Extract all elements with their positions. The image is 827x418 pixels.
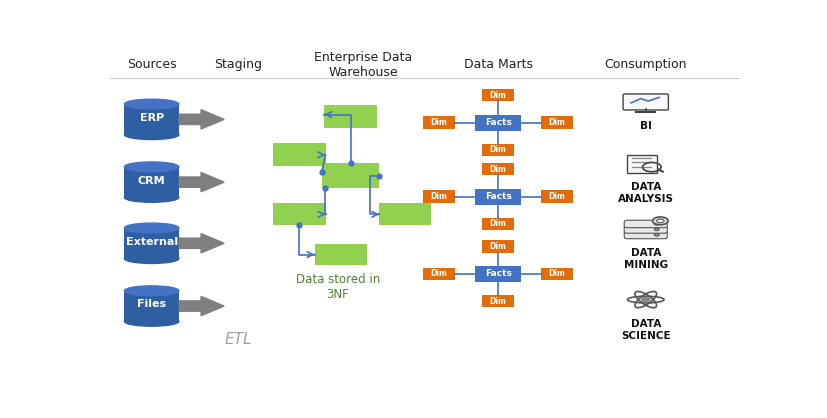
- Text: Dim: Dim: [430, 118, 447, 127]
- FancyBboxPatch shape: [624, 220, 667, 228]
- Text: Dim: Dim: [489, 242, 506, 251]
- Circle shape: [641, 297, 649, 302]
- Text: Consumption: Consumption: [604, 58, 686, 71]
- Text: Facts: Facts: [484, 269, 511, 278]
- Text: Enterprise Data
Warehouse: Enterprise Data Warehouse: [314, 51, 412, 79]
- Ellipse shape: [124, 223, 179, 233]
- Text: Dim: Dim: [489, 297, 506, 306]
- Text: CRM: CRM: [137, 176, 165, 186]
- FancyBboxPatch shape: [624, 226, 667, 233]
- Polygon shape: [179, 296, 224, 316]
- Text: ETL: ETL: [224, 332, 251, 347]
- Bar: [423, 117, 455, 129]
- Text: External: External: [126, 237, 178, 247]
- Ellipse shape: [124, 193, 179, 202]
- Text: Data Marts: Data Marts: [463, 58, 532, 71]
- Bar: [324, 104, 376, 128]
- Text: Dim: Dim: [548, 118, 565, 127]
- Ellipse shape: [124, 162, 179, 172]
- Text: Data stored in
3NF: Data stored in 3NF: [295, 273, 380, 301]
- Text: Dim: Dim: [489, 165, 506, 174]
- Text: Facts: Facts: [484, 118, 511, 127]
- Text: Staging: Staging: [214, 58, 262, 71]
- Ellipse shape: [124, 254, 179, 263]
- Bar: [322, 163, 379, 188]
- Polygon shape: [179, 173, 224, 192]
- Bar: [481, 240, 514, 252]
- Ellipse shape: [124, 99, 179, 109]
- Text: Dim: Dim: [489, 145, 506, 154]
- Bar: [541, 268, 572, 280]
- Bar: [481, 295, 514, 307]
- Bar: [379, 204, 430, 225]
- Bar: [481, 163, 514, 176]
- Bar: [124, 104, 179, 135]
- Bar: [541, 191, 572, 203]
- Circle shape: [653, 234, 658, 236]
- Circle shape: [653, 228, 658, 231]
- FancyBboxPatch shape: [623, 94, 667, 110]
- Bar: [273, 204, 325, 225]
- Text: BI: BI: [639, 121, 651, 131]
- Bar: [314, 244, 367, 265]
- Bar: [423, 191, 455, 203]
- Text: Dim: Dim: [489, 91, 506, 100]
- Ellipse shape: [124, 286, 179, 296]
- Text: Dim: Dim: [548, 192, 565, 201]
- Bar: [423, 268, 455, 280]
- Circle shape: [656, 219, 663, 223]
- Bar: [273, 143, 325, 166]
- Bar: [124, 291, 179, 321]
- Text: Sources: Sources: [127, 58, 176, 71]
- Polygon shape: [179, 110, 224, 129]
- Bar: [541, 117, 572, 129]
- Bar: [475, 266, 521, 282]
- Text: DATA
SCIENCE: DATA SCIENCE: [620, 319, 670, 341]
- Text: Dim: Dim: [489, 219, 506, 229]
- Ellipse shape: [124, 316, 179, 326]
- Polygon shape: [179, 234, 224, 253]
- Text: Files: Files: [137, 299, 166, 309]
- Bar: [481, 218, 514, 230]
- FancyBboxPatch shape: [624, 231, 667, 239]
- Text: Facts: Facts: [484, 192, 511, 201]
- Bar: [481, 89, 514, 101]
- Text: Dim: Dim: [430, 192, 447, 201]
- Bar: [481, 144, 514, 156]
- Text: ERP: ERP: [139, 113, 164, 123]
- Text: Dim: Dim: [430, 269, 447, 278]
- Bar: [124, 228, 179, 259]
- Circle shape: [653, 223, 658, 225]
- Bar: [124, 167, 179, 197]
- Bar: [475, 115, 521, 130]
- FancyBboxPatch shape: [627, 155, 656, 173]
- Text: Dim: Dim: [548, 269, 565, 278]
- Text: DATA
ANALYSIS: DATA ANALYSIS: [617, 182, 673, 204]
- Circle shape: [652, 217, 667, 225]
- Text: DATA
MINING: DATA MINING: [623, 248, 667, 270]
- Bar: [475, 189, 521, 205]
- Ellipse shape: [124, 130, 179, 140]
